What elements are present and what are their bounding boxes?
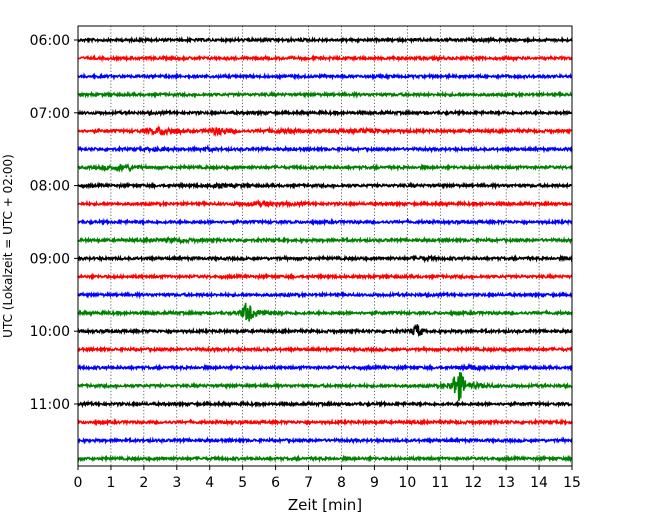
y-tick-label-1000: 10:00 xyxy=(30,324,70,340)
trace-row-1130 xyxy=(77,436,573,445)
trace-row-0715 xyxy=(77,124,573,137)
y-tick-label-0600: 06:00 xyxy=(30,33,70,49)
trace-row-0615 xyxy=(77,53,573,63)
x-tick-label-2: 2 xyxy=(139,475,148,491)
trace-row-0745 xyxy=(77,162,573,173)
y-tick-label-0700: 07:00 xyxy=(30,106,70,122)
trace-row-1030 xyxy=(77,362,573,373)
x-tick-label-8: 8 xyxy=(337,475,346,491)
x-tick-label-3: 3 xyxy=(172,475,181,491)
x-tick-label-13: 13 xyxy=(497,475,515,491)
trace-row-0930 xyxy=(77,290,573,300)
trace-row-1045 xyxy=(77,372,573,402)
trace-rows xyxy=(77,35,573,464)
x-tick-label-0: 0 xyxy=(74,475,83,491)
y-tick-label-1100: 11:00 xyxy=(30,397,70,413)
x-tick-label-12: 12 xyxy=(464,475,482,491)
x-tick-label-11: 11 xyxy=(431,475,449,491)
trace-row-1115 xyxy=(77,417,573,427)
x-tick-label-1: 1 xyxy=(106,475,115,491)
plot-frame xyxy=(77,25,573,467)
trace-row-0815 xyxy=(77,198,573,209)
y-tick-label-0800: 08:00 xyxy=(30,179,70,195)
y-axis-label: UTC (Lokalzeit = UTC + 02:00) xyxy=(1,154,15,338)
x-tick-label-7: 7 xyxy=(304,475,313,491)
trace-row-1015 xyxy=(77,345,573,354)
trace-row-0730 xyxy=(77,143,573,154)
trace-row-0645 xyxy=(77,90,573,100)
x-tick-label-4: 4 xyxy=(205,475,214,491)
y-tick-label-0900: 09:00 xyxy=(30,251,70,267)
x-tick-label-6: 6 xyxy=(271,475,280,491)
y-axis-ticks: 06:00 07:00 08:00 09:00 10:00 11:00 xyxy=(30,33,78,413)
x-tick-label-15: 15 xyxy=(563,475,581,491)
x-tick-label-10: 10 xyxy=(398,475,416,491)
x-tick-label-5: 5 xyxy=(238,475,247,491)
trace-row-0830 xyxy=(77,217,573,227)
trace-row-0900 xyxy=(77,254,573,264)
trace-row-0800 xyxy=(77,181,573,191)
trace-row-0630 xyxy=(77,72,573,81)
trace-row-1145 xyxy=(77,454,573,464)
trace-row-0700 xyxy=(77,108,573,117)
x-axis-label: Zeit [min] xyxy=(288,496,362,514)
trace-row-1000 xyxy=(77,323,573,338)
x-tick-label-9: 9 xyxy=(370,475,379,491)
trace-row-0845 xyxy=(77,235,573,246)
trace-row-0600 xyxy=(77,35,573,45)
x-axis-ticks: 0 1 2 3 4 5 6 7 8 9 10 11 12 13 14 15 xyxy=(74,466,581,491)
trace-row-1100 xyxy=(77,399,573,409)
trace-row-0915 xyxy=(77,272,573,282)
trace-row-0945 xyxy=(77,302,573,322)
x-tick-label-14: 14 xyxy=(530,475,548,491)
